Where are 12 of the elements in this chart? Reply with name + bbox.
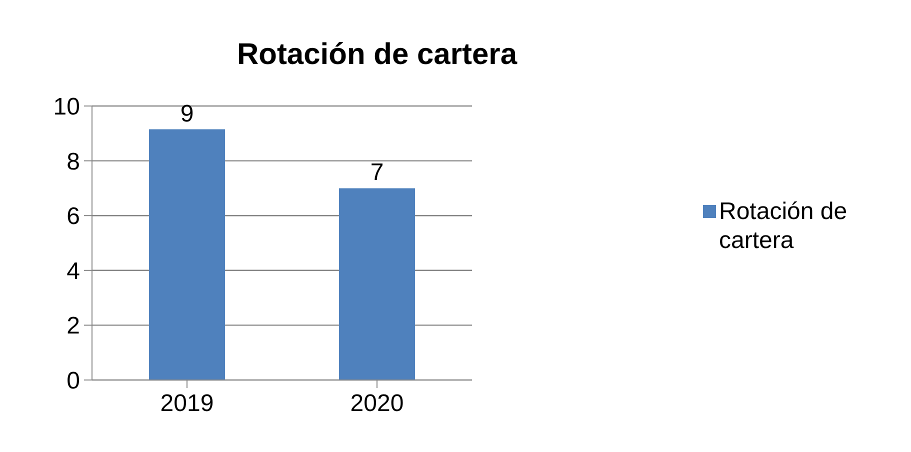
x-tick-label: 2020 <box>350 390 404 418</box>
y-tick-label: 6 <box>66 203 80 230</box>
x-tick-label: 2019 <box>160 390 214 418</box>
legend-label: Rotación de cartera <box>719 197 848 255</box>
data-label: 9 <box>180 100 194 128</box>
y-tick-label: 8 <box>66 148 80 176</box>
y-tick-label: 10 <box>53 94 80 121</box>
y-tick-label: 2 <box>66 312 80 340</box>
data-label: 7 <box>370 159 384 186</box>
chart-title: Rotación de cartera <box>236 38 518 72</box>
y-tick-label: 4 <box>66 258 80 285</box>
y-tick-label: 0 <box>66 368 80 395</box>
